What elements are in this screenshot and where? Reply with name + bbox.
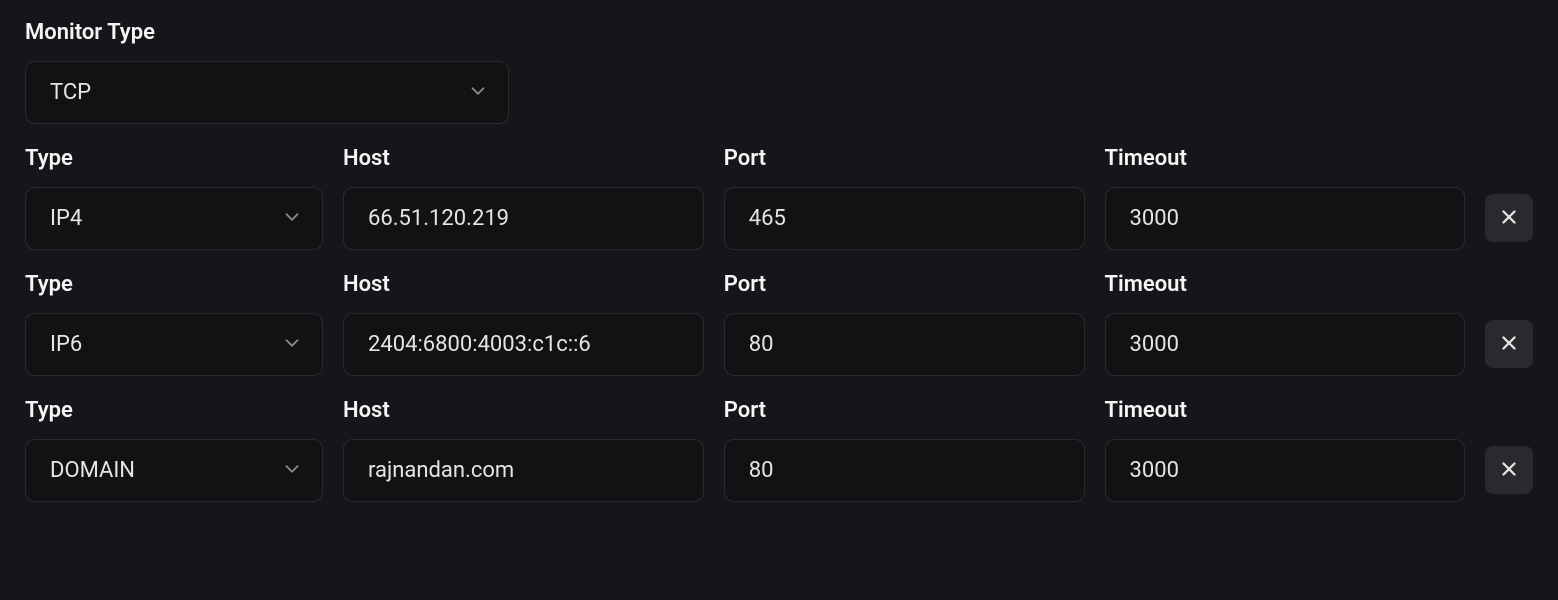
type-select-wrapper: IP4IP6DOMAIN	[25, 187, 323, 250]
timeout-label: Timeout	[1105, 398, 1466, 423]
type-column: Type IP4IP6DOMAIN	[25, 146, 323, 250]
monitor-row: Type IP4IP6DOMAIN Host Port Timeout	[25, 146, 1533, 250]
port-label: Port	[724, 398, 1085, 423]
type-column: Type IP4IP6DOMAIN	[25, 398, 323, 502]
type-label: Type	[25, 146, 323, 171]
close-icon	[1498, 206, 1520, 231]
close-icon	[1498, 458, 1520, 483]
monitor-type-group: Monitor Type TCP	[25, 20, 1533, 124]
host-column: Host	[343, 272, 704, 376]
port-input[interactable]	[724, 187, 1085, 250]
type-select-wrapper: IP4IP6DOMAIN	[25, 439, 323, 502]
timeout-column: Timeout	[1105, 146, 1466, 250]
timeout-input[interactable]	[1105, 439, 1466, 502]
host-label: Host	[343, 272, 704, 297]
host-label: Host	[343, 398, 704, 423]
timeout-column: Timeout	[1105, 398, 1466, 502]
host-input[interactable]	[343, 313, 704, 376]
type-select[interactable]: IP4IP6DOMAIN	[25, 439, 323, 502]
host-column: Host	[343, 398, 704, 502]
host-input[interactable]	[343, 187, 704, 250]
port-column: Port	[724, 272, 1085, 376]
type-label: Type	[25, 272, 323, 297]
timeout-input[interactable]	[1105, 187, 1466, 250]
timeout-column: Timeout	[1105, 272, 1466, 376]
type-select[interactable]: IP4IP6DOMAIN	[25, 313, 323, 376]
port-column: Port	[724, 146, 1085, 250]
host-label: Host	[343, 146, 704, 171]
close-icon	[1498, 332, 1520, 357]
monitor-row: Type IP4IP6DOMAIN Host Port Timeout	[25, 272, 1533, 376]
port-label: Port	[724, 272, 1085, 297]
remove-row-button[interactable]	[1485, 446, 1533, 494]
monitor-row: Type IP4IP6DOMAIN Host Port Timeout	[25, 398, 1533, 502]
host-input[interactable]	[343, 439, 704, 502]
monitor-type-select[interactable]: TCP	[25, 61, 509, 124]
port-label: Port	[724, 146, 1085, 171]
type-select-wrapper: IP4IP6DOMAIN	[25, 313, 323, 376]
timeout-label: Timeout	[1105, 272, 1466, 297]
port-input[interactable]	[724, 439, 1085, 502]
type-label: Type	[25, 398, 323, 423]
port-column: Port	[724, 398, 1085, 502]
timeout-input[interactable]	[1105, 313, 1466, 376]
host-column: Host	[343, 146, 704, 250]
remove-row-button[interactable]	[1485, 320, 1533, 368]
port-input[interactable]	[724, 313, 1085, 376]
timeout-label: Timeout	[1105, 146, 1466, 171]
type-column: Type IP4IP6DOMAIN	[25, 272, 323, 376]
type-select[interactable]: IP4IP6DOMAIN	[25, 187, 323, 250]
remove-row-button[interactable]	[1485, 194, 1533, 242]
monitor-type-select-wrapper: TCP	[25, 61, 509, 124]
monitor-type-label: Monitor Type	[25, 20, 1533, 45]
